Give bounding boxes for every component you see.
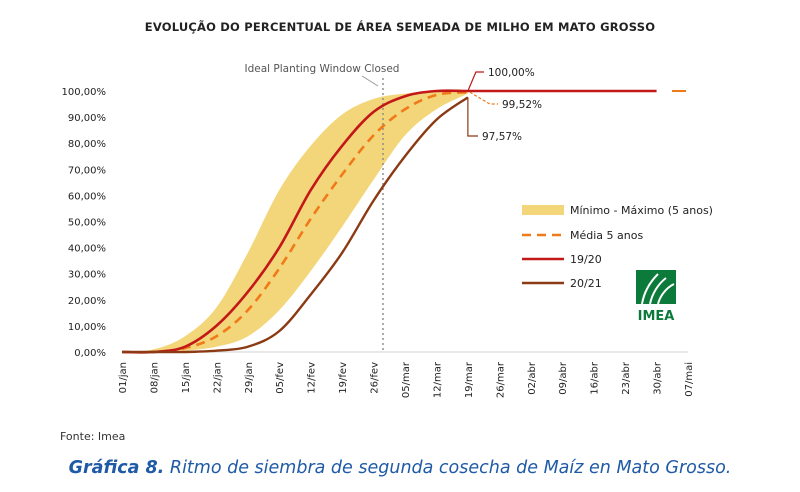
x-tick-label: 12/mar [432,361,443,398]
chart-title: EVOLUÇÃO DO PERCENTUAL DE ÁREA SEMEADA D… [144,20,656,34]
x-tick-label: 30/abr [653,361,664,395]
callout-line-max [467,71,484,92]
x-tick-label: 09/abr [558,361,569,395]
y-tick-label: 50,00% [68,218,106,229]
legend-swatch-band [522,205,564,215]
x-tick-label: 19/mar [464,361,475,398]
legend-label: 20/21 [570,277,602,290]
ideal-window-arrow [361,75,379,87]
y-tick-label: 100,00% [62,87,107,98]
caption-text: Ritmo de siembra de segunda cosecha de M… [169,458,732,478]
x-tick-label: 12/fev [307,362,318,394]
legend: Mínimo - Máximo (5 anos) Média 5 anos 19/2… [522,204,713,290]
y-tick-label: 20,00% [68,296,106,307]
y-tick-label: 60,00% [68,191,106,202]
callout-line-2021 [467,97,478,137]
x-tick-label: 01/jan [118,362,129,393]
ideal-window-label: Ideal Planting Window Closed [245,63,400,75]
x-tick-label: 05/fev [275,362,286,394]
y-tick-label: 40,00% [68,244,106,255]
x-tick-label: 02/abr [527,361,538,395]
x-tick-label: 23/abr [621,361,632,395]
x-tick-labels: 01/jan 08/jan 15/jan 22/jan 29/jan 05/fev 12/f… [118,361,695,398]
x-tick-label: 08/jan [149,362,160,393]
legend-label: 19/20 [570,253,602,266]
annotations: Ideal Planting Window Closed 100,00% 99,52… [245,63,543,143]
y-tick-label: 70,00% [68,165,106,176]
y-tick-label: 90,00% [68,113,106,124]
y-tick-label: 80,00% [68,139,106,150]
series-20-21 [121,96,469,354]
y-tick-label: 30,00% [68,270,106,281]
chart-svg: 0,00% 10,00% 20,00% 30,00% 40,00% 50,00% 60,00… [62,63,713,398]
x-tick-label: 22/jan [212,362,223,393]
callout-line-media [469,91,498,105]
x-tick-label: 05/mar [401,361,412,398]
callout-max-label: 100,00% [488,67,535,79]
x-tick-label: 16/abr [590,361,601,395]
figure-caption: Gráfica 8. Ritmo de siembra de segunda c… [0,458,800,478]
series-layer [121,89,686,354]
legend-label: Mínimo - Máximo (5 anos) [570,204,713,217]
callout-media-label: 99,52% [502,99,542,111]
x-tick-label: 07/mai [684,362,695,397]
imea-logo: IMEA [636,270,676,324]
x-tick-label: 19/fev [338,362,349,394]
x-tick-label: 26/fev [370,362,381,394]
x-tick-label: 29/jan [244,362,255,393]
x-tick-label: 15/jan [181,362,192,393]
y-tick-label: 10,00% [68,322,106,333]
x-tick-label: 26/mar [495,361,506,398]
legend-label: Média 5 anos [570,229,643,242]
y-tick-labels: 0,00% 10,00% 20,00% 30,00% 40,00% 50,00% 60,00… [62,87,107,359]
caption-prefix: Gráfica 8. [68,458,165,478]
callout-2021-label: 97,57% [482,131,522,143]
source-note: Fonte: Imea [60,430,126,443]
series-19-20 [121,89,657,354]
logo-text: IMEA [638,309,675,324]
y-tick-label: 0,00% [74,348,106,359]
